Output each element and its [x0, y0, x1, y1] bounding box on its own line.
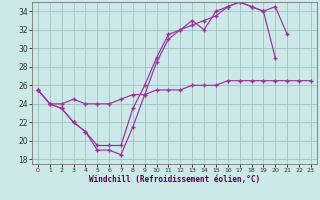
X-axis label: Windchill (Refroidissement éolien,°C): Windchill (Refroidissement éolien,°C) — [89, 175, 260, 184]
